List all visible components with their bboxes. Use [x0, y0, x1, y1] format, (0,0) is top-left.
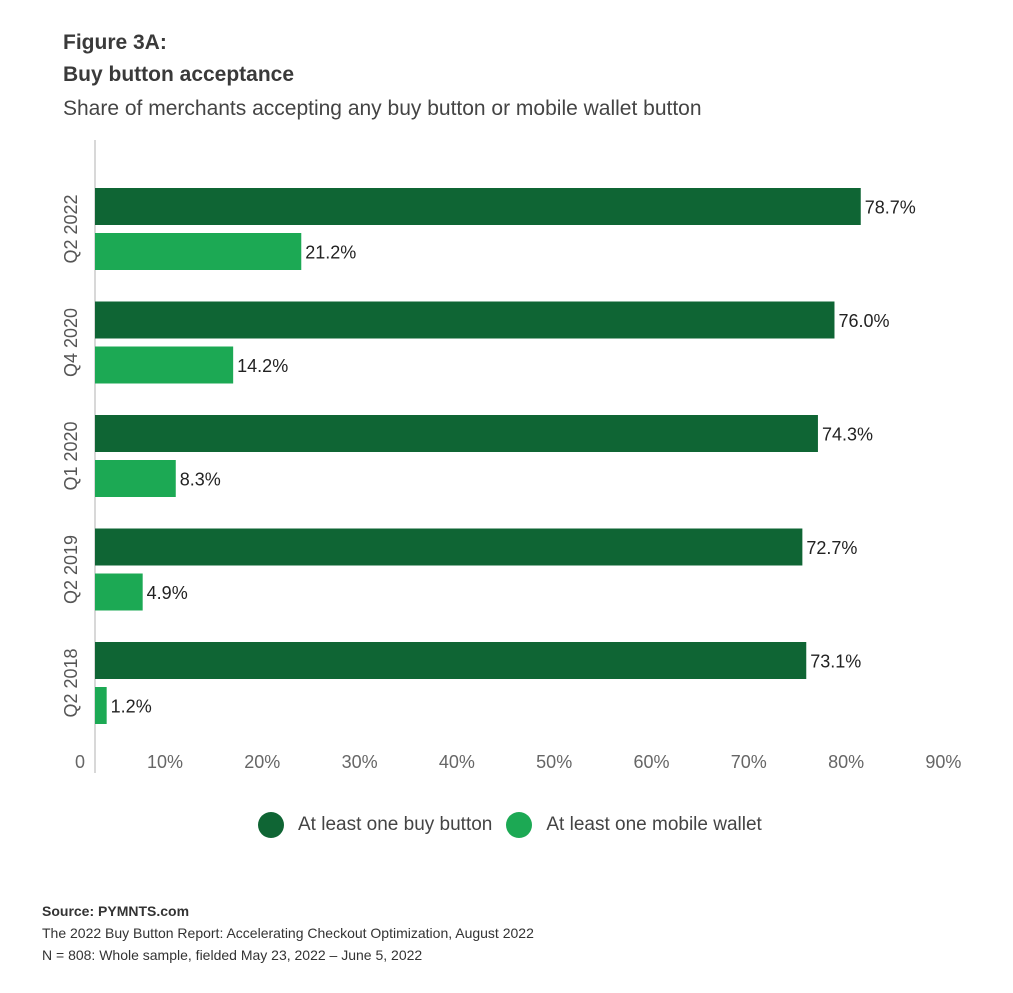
bar — [95, 528, 803, 566]
data-label: 74.3% — [822, 425, 873, 445]
data-label: 8.3% — [180, 470, 221, 490]
x-tick-label: 60% — [633, 752, 669, 772]
bar — [95, 460, 176, 497]
bar — [95, 573, 143, 611]
legend-swatch-buy-button — [258, 812, 284, 838]
category-label: Q4 2020 — [61, 308, 81, 377]
legend-item-buy-button: At least one buy button — [258, 812, 492, 838]
bar — [95, 233, 302, 270]
bar — [95, 642, 807, 679]
data-label: 72.7% — [806, 538, 857, 558]
chart-title: Buy button acceptance — [63, 63, 295, 86]
x-tick-label: 40% — [439, 752, 475, 772]
category-label: Q2 2022 — [61, 194, 81, 263]
data-label: 73.1% — [810, 652, 861, 672]
category-label: Q2 2019 — [61, 535, 81, 604]
legend-label-buy-button: At least one buy button — [298, 814, 493, 835]
legend-swatch-mobile-wallet — [506, 812, 533, 838]
data-label: 1.2% — [111, 697, 152, 717]
data-label: 78.7% — [865, 198, 916, 218]
source-label: Source: PYMNTS.com — [42, 903, 190, 919]
bar — [95, 301, 835, 339]
bar — [95, 415, 818, 452]
category-label: Q1 2020 — [61, 421, 81, 490]
data-label: 21.2% — [305, 243, 356, 263]
x-tick-label: 30% — [342, 752, 378, 772]
x-tick-label: 0 — [75, 752, 85, 772]
chart-subtitle: Share of merchants accepting any buy but… — [63, 97, 702, 120]
source-sample: N = 808: Whole sample, fielded May 23, 2… — [42, 947, 423, 963]
x-tick-label: 10% — [147, 752, 183, 772]
source-report: The 2022 Buy Button Report: Accelerating… — [42, 925, 534, 941]
legend-label-mobile-wallet: At least one mobile wallet — [546, 814, 762, 835]
data-label: 14.2% — [237, 356, 288, 376]
data-label: 76.0% — [838, 311, 889, 331]
legend: At least one buy button At least one mob… — [258, 812, 776, 838]
source-notes: Source: PYMNTS.com The 2022 Buy Button R… — [42, 900, 534, 966]
data-label: 4.9% — [147, 583, 188, 603]
bar — [95, 687, 107, 724]
figure-label: Figure 3A: — [63, 31, 167, 54]
bar — [95, 346, 234, 384]
x-tick-label: 20% — [244, 752, 280, 772]
x-tick-label: 70% — [731, 752, 767, 772]
x-tick-label: 80% — [828, 752, 864, 772]
bar-chart: 78.7% 21.2% Q2 2022 76.0% 14.2% Q4 2020 74.3% 8… — [61, 140, 961, 773]
legend-item-mobile-wallet: At least one mobile wallet — [506, 812, 762, 838]
category-label: Q2 2018 — [61, 648, 81, 717]
x-tick-label: 50% — [536, 752, 572, 772]
x-tick-label: 90% — [925, 752, 961, 772]
bar — [95, 188, 861, 225]
